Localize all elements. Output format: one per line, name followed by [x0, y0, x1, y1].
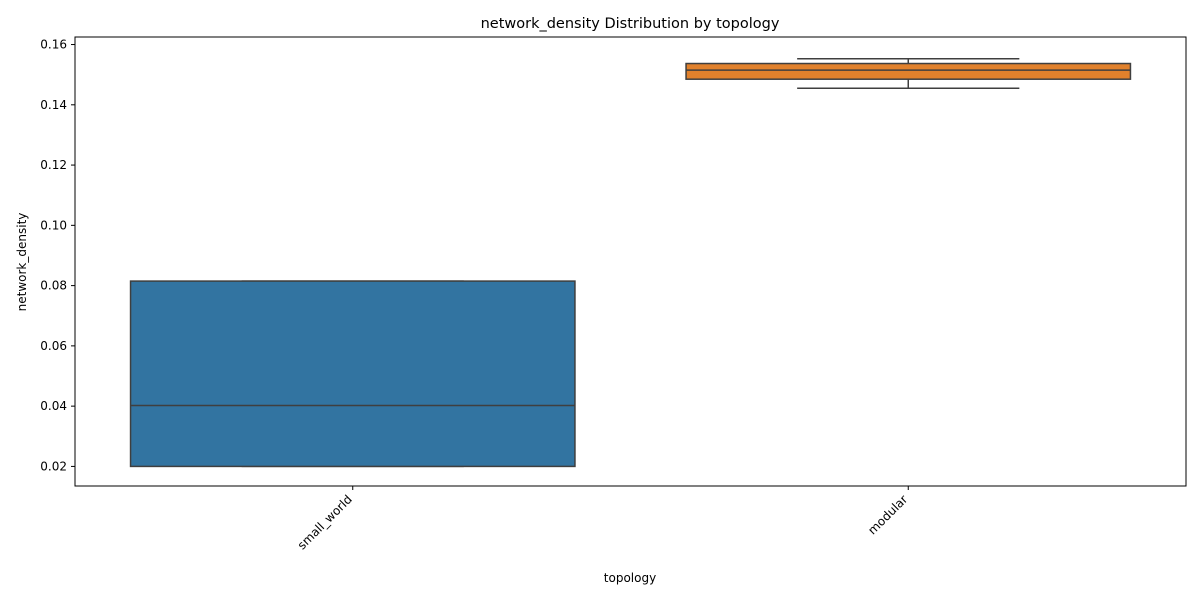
y-tick-label: 0.14: [40, 98, 67, 112]
y-tick-label: 0.10: [40, 218, 67, 232]
box-modular: [685, 57, 1132, 89]
y-tick-label: 0.02: [40, 459, 67, 473]
y-tick-label: 0.12: [40, 158, 67, 172]
x-tick-label: modular: [865, 492, 910, 537]
y-tick-label: 0.04: [40, 399, 67, 413]
y-axis: 0.02 0.04 0.06 0.08 0.10 0.12 0.14 0.16: [40, 38, 75, 473]
chart-title: network_density Distribution by topology: [481, 16, 780, 32]
y-tick-label: 0.06: [40, 339, 67, 353]
x-axis-title: topology: [604, 571, 656, 585]
box-body: [129, 280, 576, 468]
x-tick-label: small_world: [295, 492, 355, 552]
plot-frame: [74, 36, 1187, 487]
y-axis-title: network_density: [15, 213, 29, 312]
box-body: [685, 62, 1132, 80]
box-small_world: [129, 280, 576, 468]
y-tick-label: 0.16: [40, 38, 67, 52]
boxes: [129, 57, 1132, 468]
y-tick-label: 0.08: [40, 279, 67, 293]
x-axis: small_world modular: [295, 486, 910, 552]
